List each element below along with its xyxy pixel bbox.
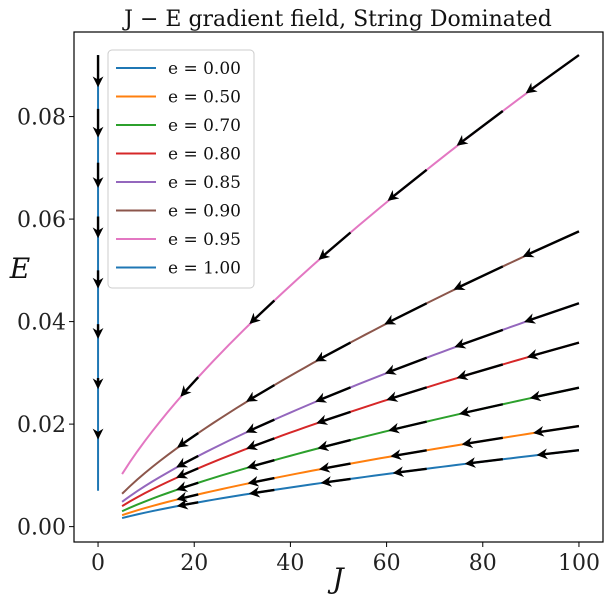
gradient-arrow	[246, 459, 275, 471]
x-axis: 0 20 40 60 80 100	[91, 542, 600, 576]
y-tick-label: 0.06	[17, 208, 66, 233]
gradient-arrow	[390, 449, 427, 460]
y-axis-label: E	[9, 252, 30, 285]
gradient-arrow	[320, 476, 351, 487]
gradient-arrow	[526, 341, 580, 360]
gradient-arrow	[176, 498, 199, 510]
gradient-arrow	[459, 403, 504, 417]
legend-label: e = 0.95	[168, 230, 241, 250]
gradient-arrow	[456, 363, 504, 381]
gradient-arrow	[522, 230, 580, 258]
gradient-arrow	[456, 110, 504, 146]
x-tick-label: 0	[91, 551, 105, 576]
gradient-arrow	[319, 462, 351, 473]
gradient-arrow	[454, 328, 504, 349]
gradient-arrow	[533, 424, 580, 437]
gradient-arrow	[247, 475, 275, 487]
gradient-arrow	[246, 384, 275, 402]
gradient-arrow	[317, 438, 351, 452]
legend-label: e = 0.80	[168, 145, 241, 165]
y-tick-label: 0.04	[17, 311, 66, 336]
x-tick-label: 100	[558, 551, 600, 576]
gradient-arrow	[249, 299, 276, 324]
gradient-arrow	[245, 418, 275, 433]
gradient-arrow	[384, 302, 428, 325]
x-tick-label: 40	[276, 551, 304, 576]
legend-label: e = 0.90	[168, 202, 241, 222]
x-tick-label: 60	[373, 551, 401, 576]
gradient-arrow	[384, 356, 428, 375]
gradient-arrow	[176, 454, 199, 468]
gradient-arrow	[453, 265, 504, 290]
legend-label: e = 0.85	[168, 173, 241, 193]
gradient-arrow	[386, 386, 428, 402]
gradient-arrow	[392, 466, 427, 478]
series-line	[121, 386, 580, 513]
gradient-arrow	[525, 54, 580, 94]
gradient-arrow	[318, 231, 352, 260]
x-tick-label: 20	[180, 551, 208, 576]
gradient-arrow	[176, 467, 199, 479]
gradient-arrow	[388, 420, 427, 434]
gradient-arrow	[177, 432, 199, 448]
x-tick-label: 80	[469, 551, 497, 576]
plot-area	[92, 54, 580, 520]
gradient-arrow	[387, 168, 428, 201]
chart-title: J − E gradient field, String Dominated	[122, 7, 552, 32]
gradient-arrow	[248, 486, 275, 498]
y-tick-label: 0.00	[17, 516, 66, 541]
legend: e = 0.00 e = 0.50 e = 0.70 e = 0.80 e = 0.85…	[107, 49, 255, 289]
gradient-arrow	[536, 448, 580, 460]
gradient-arrow	[246, 437, 275, 451]
gradient-arrow	[176, 481, 199, 492]
gradient-arrow	[464, 457, 503, 468]
series-line	[121, 341, 580, 507]
legend-label: e = 0.50	[168, 88, 241, 108]
gradient-arrow	[461, 436, 503, 449]
legend-label: e = 0.00	[168, 59, 241, 79]
gradient-arrow	[180, 376, 200, 397]
legend-label: e = 0.70	[168, 116, 241, 136]
plot-frame	[73, 31, 604, 543]
gradient-arrow	[315, 341, 352, 362]
legend-label: e = 1.00	[168, 259, 241, 279]
x-axis-label: J	[327, 562, 345, 595]
gradient-arrow	[176, 491, 199, 503]
y-axis: 0.00 0.02 0.04 0.06 0.08	[17, 106, 74, 541]
gradient-arrow	[529, 386, 580, 402]
legend-box	[107, 49, 255, 289]
gradient-arrow	[315, 386, 351, 403]
gradient-arrow	[524, 302, 580, 324]
y-tick-label: 0.02	[17, 413, 66, 438]
y-tick-label: 0.08	[17, 106, 66, 131]
gradient-arrow	[316, 410, 351, 425]
